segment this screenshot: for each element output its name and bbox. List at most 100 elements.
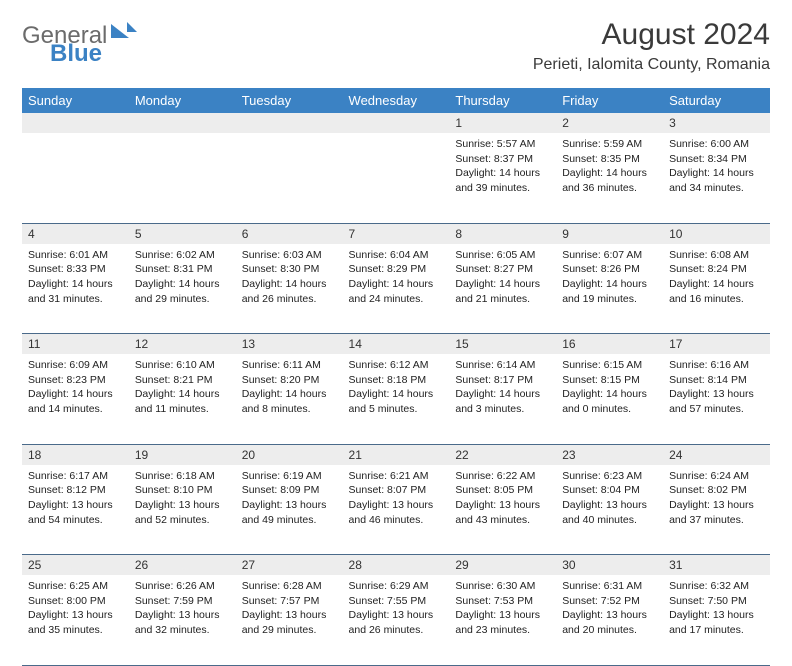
day-number-cell: 14 bbox=[343, 334, 450, 355]
day-details-cell: Sunrise: 6:32 AMSunset: 7:50 PMDaylight:… bbox=[663, 575, 770, 665]
day-details: Sunrise: 6:28 AMSunset: 7:57 PMDaylight:… bbox=[236, 575, 343, 644]
day-number-row: 18192021222324 bbox=[22, 444, 770, 465]
weekday-header: Monday bbox=[129, 88, 236, 113]
day-details-cell: Sunrise: 6:10 AMSunset: 8:21 PMDaylight:… bbox=[129, 354, 236, 444]
weekday-header-row: SundayMondayTuesdayWednesdayThursdayFrid… bbox=[22, 88, 770, 113]
day-details-cell bbox=[343, 133, 450, 223]
day-number-cell: 4 bbox=[22, 223, 129, 244]
day-details-row: Sunrise: 6:25 AMSunset: 8:00 PMDaylight:… bbox=[22, 575, 770, 665]
day-details-cell: Sunrise: 6:29 AMSunset: 7:55 PMDaylight:… bbox=[343, 575, 450, 665]
month-title: August 2024 bbox=[533, 18, 770, 52]
day-details-cell: Sunrise: 5:57 AMSunset: 8:37 PMDaylight:… bbox=[449, 133, 556, 223]
day-details-cell: Sunrise: 6:22 AMSunset: 8:05 PMDaylight:… bbox=[449, 465, 556, 555]
day-number-cell: 8 bbox=[449, 223, 556, 244]
day-number-cell: 5 bbox=[129, 223, 236, 244]
day-details: Sunrise: 6:17 AMSunset: 8:12 PMDaylight:… bbox=[22, 465, 129, 534]
day-details-cell: Sunrise: 6:15 AMSunset: 8:15 PMDaylight:… bbox=[556, 354, 663, 444]
day-details: Sunrise: 6:30 AMSunset: 7:53 PMDaylight:… bbox=[449, 575, 556, 644]
day-details-cell: Sunrise: 6:31 AMSunset: 7:52 PMDaylight:… bbox=[556, 575, 663, 665]
day-number-cell: 12 bbox=[129, 334, 236, 355]
calendar-table: SundayMondayTuesdayWednesdayThursdayFrid… bbox=[22, 88, 770, 666]
day-details-row: Sunrise: 5:57 AMSunset: 8:37 PMDaylight:… bbox=[22, 133, 770, 223]
day-details: Sunrise: 6:18 AMSunset: 8:10 PMDaylight:… bbox=[129, 465, 236, 534]
day-number-cell: 17 bbox=[663, 334, 770, 355]
day-details: Sunrise: 6:14 AMSunset: 8:17 PMDaylight:… bbox=[449, 354, 556, 423]
day-details-cell: Sunrise: 5:59 AMSunset: 8:35 PMDaylight:… bbox=[556, 133, 663, 223]
day-details-cell: Sunrise: 6:04 AMSunset: 8:29 PMDaylight:… bbox=[343, 244, 450, 334]
day-details-row: Sunrise: 6:09 AMSunset: 8:23 PMDaylight:… bbox=[22, 354, 770, 444]
day-details-cell bbox=[129, 133, 236, 223]
day-details: Sunrise: 6:11 AMSunset: 8:20 PMDaylight:… bbox=[236, 354, 343, 423]
day-details-cell bbox=[236, 133, 343, 223]
day-details-cell: Sunrise: 6:08 AMSunset: 8:24 PMDaylight:… bbox=[663, 244, 770, 334]
weekday-header: Thursday bbox=[449, 88, 556, 113]
day-number-cell: 1 bbox=[449, 113, 556, 133]
day-details: Sunrise: 5:59 AMSunset: 8:35 PMDaylight:… bbox=[556, 133, 663, 202]
day-number-cell: 28 bbox=[343, 555, 450, 576]
day-details-cell: Sunrise: 6:24 AMSunset: 8:02 PMDaylight:… bbox=[663, 465, 770, 555]
day-details: Sunrise: 6:07 AMSunset: 8:26 PMDaylight:… bbox=[556, 244, 663, 313]
day-number-cell: 25 bbox=[22, 555, 129, 576]
day-number-cell: 13 bbox=[236, 334, 343, 355]
day-details: Sunrise: 6:10 AMSunset: 8:21 PMDaylight:… bbox=[129, 354, 236, 423]
day-details: Sunrise: 6:29 AMSunset: 7:55 PMDaylight:… bbox=[343, 575, 450, 644]
day-details-cell: Sunrise: 6:26 AMSunset: 7:59 PMDaylight:… bbox=[129, 575, 236, 665]
day-details-cell: Sunrise: 6:05 AMSunset: 8:27 PMDaylight:… bbox=[449, 244, 556, 334]
day-number-cell: 7 bbox=[343, 223, 450, 244]
day-details: Sunrise: 6:25 AMSunset: 8:00 PMDaylight:… bbox=[22, 575, 129, 644]
day-details-cell: Sunrise: 6:02 AMSunset: 8:31 PMDaylight:… bbox=[129, 244, 236, 334]
day-details-cell: Sunrise: 6:09 AMSunset: 8:23 PMDaylight:… bbox=[22, 354, 129, 444]
day-details-row: Sunrise: 6:01 AMSunset: 8:33 PMDaylight:… bbox=[22, 244, 770, 334]
day-number-cell: 11 bbox=[22, 334, 129, 355]
day-number-cell: 30 bbox=[556, 555, 663, 576]
day-details: Sunrise: 6:12 AMSunset: 8:18 PMDaylight:… bbox=[343, 354, 450, 423]
day-details: Sunrise: 6:01 AMSunset: 8:33 PMDaylight:… bbox=[22, 244, 129, 313]
day-number-cell: 16 bbox=[556, 334, 663, 355]
day-number-row: 123 bbox=[22, 113, 770, 133]
day-number-cell: 19 bbox=[129, 444, 236, 465]
day-number-cell: 6 bbox=[236, 223, 343, 244]
day-number-cell: 24 bbox=[663, 444, 770, 465]
day-details-cell: Sunrise: 6:07 AMSunset: 8:26 PMDaylight:… bbox=[556, 244, 663, 334]
day-details-cell: Sunrise: 6:25 AMSunset: 8:00 PMDaylight:… bbox=[22, 575, 129, 665]
day-number-cell: 10 bbox=[663, 223, 770, 244]
logo-triangle-icon bbox=[127, 22, 137, 32]
day-number-row: 45678910 bbox=[22, 223, 770, 244]
day-number-cell bbox=[22, 113, 129, 133]
day-details: Sunrise: 6:00 AMSunset: 8:34 PMDaylight:… bbox=[663, 133, 770, 202]
day-details: Sunrise: 6:04 AMSunset: 8:29 PMDaylight:… bbox=[343, 244, 450, 313]
day-number-row: 11121314151617 bbox=[22, 334, 770, 355]
day-details-cell: Sunrise: 6:30 AMSunset: 7:53 PMDaylight:… bbox=[449, 575, 556, 665]
day-details-cell: Sunrise: 6:11 AMSunset: 8:20 PMDaylight:… bbox=[236, 354, 343, 444]
day-details: Sunrise: 6:02 AMSunset: 8:31 PMDaylight:… bbox=[129, 244, 236, 313]
day-details-cell: Sunrise: 6:03 AMSunset: 8:30 PMDaylight:… bbox=[236, 244, 343, 334]
day-details-cell: Sunrise: 6:01 AMSunset: 8:33 PMDaylight:… bbox=[22, 244, 129, 334]
title-block: August 2024 Perieti, Ialomita County, Ro… bbox=[533, 18, 770, 74]
day-details-cell: Sunrise: 6:21 AMSunset: 8:07 PMDaylight:… bbox=[343, 465, 450, 555]
day-number-cell: 3 bbox=[663, 113, 770, 133]
weekday-header: Saturday bbox=[663, 88, 770, 113]
day-number-cell bbox=[129, 113, 236, 133]
day-details: Sunrise: 6:09 AMSunset: 8:23 PMDaylight:… bbox=[22, 354, 129, 423]
day-details-cell bbox=[22, 133, 129, 223]
day-number-cell bbox=[343, 113, 450, 133]
day-number-cell: 9 bbox=[556, 223, 663, 244]
day-details-cell: Sunrise: 6:17 AMSunset: 8:12 PMDaylight:… bbox=[22, 465, 129, 555]
day-details-cell: Sunrise: 6:12 AMSunset: 8:18 PMDaylight:… bbox=[343, 354, 450, 444]
day-number-cell bbox=[236, 113, 343, 133]
day-number-cell: 20 bbox=[236, 444, 343, 465]
day-number-cell: 27 bbox=[236, 555, 343, 576]
day-number-cell: 21 bbox=[343, 444, 450, 465]
day-details: Sunrise: 6:22 AMSunset: 8:05 PMDaylight:… bbox=[449, 465, 556, 534]
day-details: Sunrise: 6:26 AMSunset: 7:59 PMDaylight:… bbox=[129, 575, 236, 644]
weekday-header: Tuesday bbox=[236, 88, 343, 113]
day-details: Sunrise: 6:03 AMSunset: 8:30 PMDaylight:… bbox=[236, 244, 343, 313]
day-number-cell: 31 bbox=[663, 555, 770, 576]
day-number-cell: 18 bbox=[22, 444, 129, 465]
location: Perieti, Ialomita County, Romania bbox=[533, 56, 770, 74]
day-number-row: 25262728293031 bbox=[22, 555, 770, 576]
day-details-cell: Sunrise: 6:16 AMSunset: 8:14 PMDaylight:… bbox=[663, 354, 770, 444]
day-number-cell: 2 bbox=[556, 113, 663, 133]
logo-text-blue: Blue bbox=[22, 40, 102, 67]
day-details: Sunrise: 6:21 AMSunset: 8:07 PMDaylight:… bbox=[343, 465, 450, 534]
